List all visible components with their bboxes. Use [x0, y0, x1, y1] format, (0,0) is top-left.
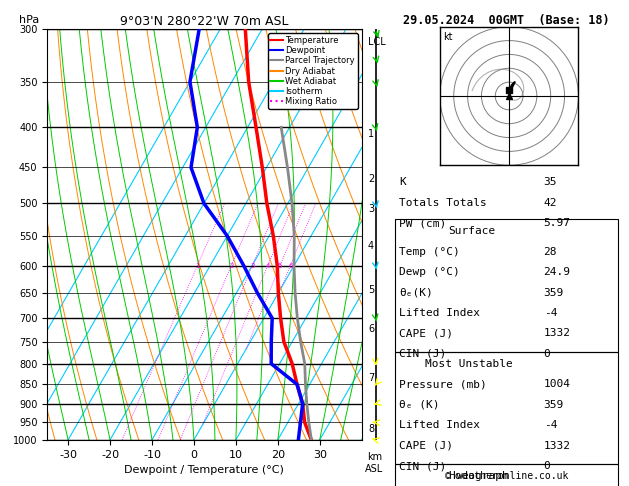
Text: hPa: hPa — [19, 15, 39, 25]
Text: θₑ (K): θₑ (K) — [399, 400, 440, 410]
Text: km
ASL: km ASL — [365, 452, 384, 474]
Text: θₑ(K): θₑ(K) — [399, 288, 433, 297]
Text: Most Unstable: Most Unstable — [425, 359, 513, 369]
Legend: Temperature, Dewpoint, Parcel Trajectory, Dry Adiabat, Wet Adiabat, Isotherm, Mi: Temperature, Dewpoint, Parcel Trajectory… — [268, 34, 357, 109]
Text: Lifted Index: Lifted Index — [399, 308, 481, 318]
Text: -4: -4 — [543, 308, 557, 318]
Text: K: K — [399, 177, 406, 188]
Text: 2: 2 — [229, 262, 233, 269]
Text: 1332: 1332 — [543, 441, 571, 451]
Text: CAPE (J): CAPE (J) — [399, 441, 454, 451]
Text: PW (cm): PW (cm) — [399, 218, 447, 228]
Text: Pressure (mb): Pressure (mb) — [399, 380, 487, 389]
Text: Dewp (°C): Dewp (°C) — [399, 267, 460, 277]
Bar — [394, 464, 618, 486]
Text: Surface: Surface — [448, 226, 496, 236]
Text: 4: 4 — [368, 241, 374, 251]
Text: 7: 7 — [368, 373, 374, 382]
Text: 5.97: 5.97 — [543, 218, 571, 228]
Text: Lifted Index: Lifted Index — [399, 420, 481, 430]
Text: 6: 6 — [288, 262, 292, 269]
Text: 3: 3 — [368, 204, 374, 214]
Text: LCL: LCL — [368, 37, 386, 47]
Text: kt: kt — [443, 32, 452, 42]
Title: 9°03'N 280°22'W 70m ASL: 9°03'N 280°22'W 70m ASL — [120, 15, 289, 28]
Text: Hodograph: Hodograph — [448, 471, 509, 481]
Bar — [394, 219, 618, 352]
Text: 359: 359 — [543, 288, 564, 297]
Text: 1: 1 — [195, 262, 199, 269]
Text: Temp (°C): Temp (°C) — [399, 247, 460, 257]
Text: CIN (J): CIN (J) — [399, 349, 447, 359]
Text: 1: 1 — [368, 129, 374, 139]
Text: 2: 2 — [368, 174, 374, 184]
X-axis label: Dewpoint / Temperature (°C): Dewpoint / Temperature (°C) — [125, 465, 284, 475]
Text: -4: -4 — [543, 420, 557, 430]
Text: CAPE (J): CAPE (J) — [399, 329, 454, 338]
Text: Totals Totals: Totals Totals — [399, 198, 487, 208]
Text: 28: 28 — [543, 247, 557, 257]
Text: 24.9: 24.9 — [543, 267, 571, 277]
Text: 4: 4 — [265, 262, 270, 269]
Text: 6: 6 — [368, 324, 374, 334]
Text: 1004: 1004 — [543, 380, 571, 389]
Text: 8: 8 — [368, 424, 374, 434]
Text: 0: 0 — [543, 461, 550, 471]
Text: 42: 42 — [543, 198, 557, 208]
Text: 5: 5 — [278, 262, 282, 269]
Text: 3: 3 — [250, 262, 255, 269]
Text: 5: 5 — [368, 285, 374, 295]
Text: 35: 35 — [543, 177, 557, 188]
Bar — [394, 352, 618, 464]
Text: CIN (J): CIN (J) — [399, 461, 447, 471]
Text: 359: 359 — [543, 400, 564, 410]
Text: © weatheronline.co.uk: © weatheronline.co.uk — [445, 471, 568, 481]
Text: 1332: 1332 — [543, 329, 571, 338]
Text: 29.05.2024  00GMT  (Base: 18): 29.05.2024 00GMT (Base: 18) — [403, 14, 610, 27]
Text: 0: 0 — [543, 349, 550, 359]
